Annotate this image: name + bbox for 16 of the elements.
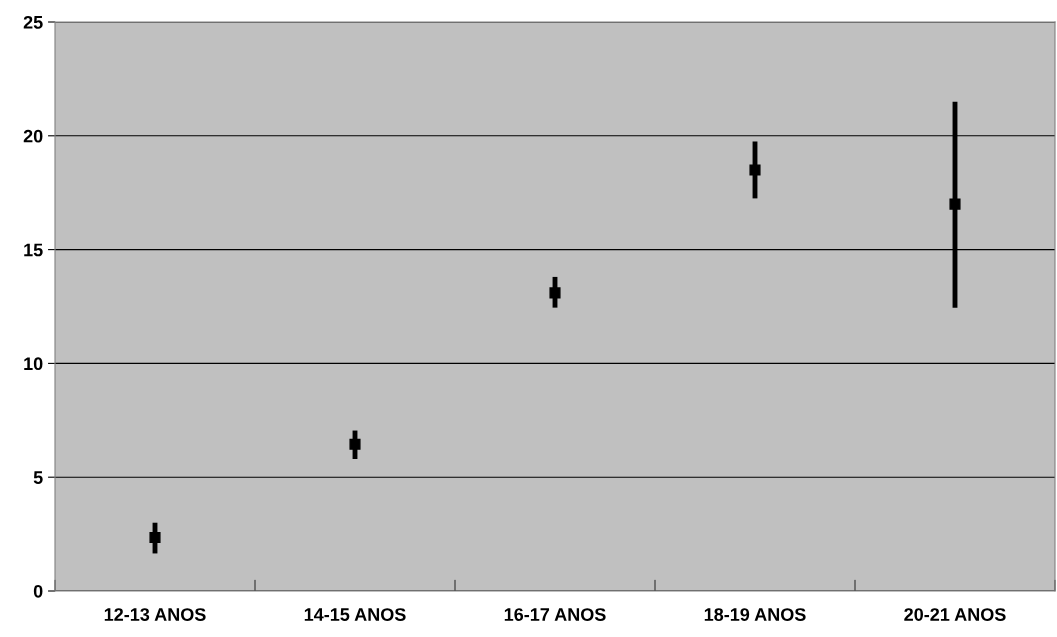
y-tick-label: 20 [23,129,43,143]
x-tick-label: 12-13 ANOS [104,608,206,621]
x-tick-label: 18-19 ANOS [704,608,806,621]
point [749,164,761,176]
y-tick-label: 15 [24,243,43,257]
x-tick-label: 16-17 ANOS [504,608,606,621]
y-tick-label: 5 [33,471,43,484]
y-tick-label: 10 [24,357,43,371]
point [349,438,361,450]
x-tick-label: 14-15 ANOS [304,608,406,621]
point [549,287,561,299]
y-tick-label: 0 [33,584,43,598]
x-tick-label: 20-21 ANOS [904,608,1006,621]
point [949,198,961,210]
point [149,531,161,544]
y-tick-label: 25 [23,15,43,29]
